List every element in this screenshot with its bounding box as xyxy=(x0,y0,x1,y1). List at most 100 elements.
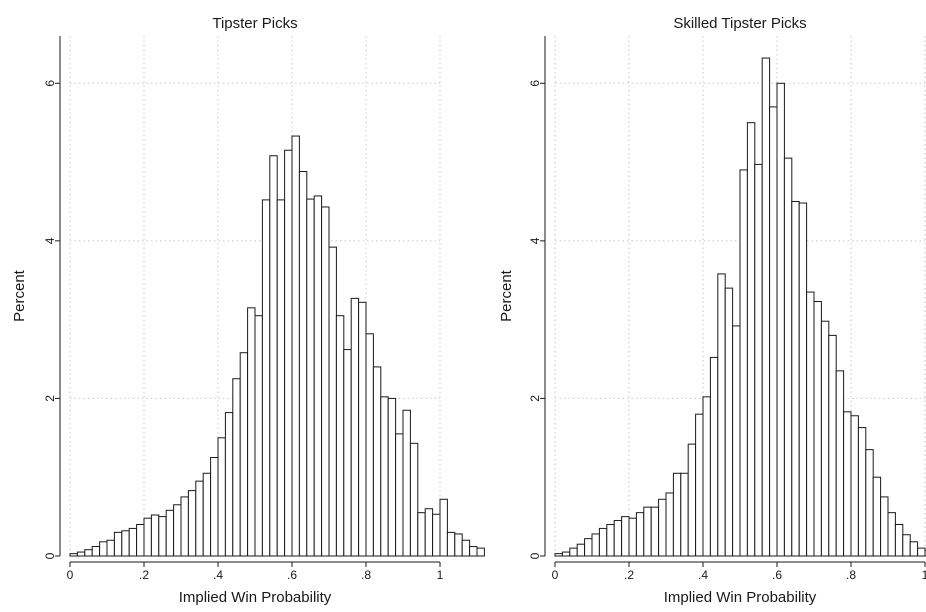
panel1-bar-45 xyxy=(402,409,411,557)
panel2-bar-38 xyxy=(835,370,845,557)
panel1-bar-34 xyxy=(321,206,330,557)
panel1-bar-24 xyxy=(247,307,256,557)
panel2-ytick-label-3: 6 xyxy=(528,80,542,87)
panel1-bar-49 xyxy=(432,513,441,557)
panel2-ytick-label-0: 0 xyxy=(528,552,542,559)
panel2-xtick-label-5: 1 xyxy=(922,568,926,582)
panel1-bar-53 xyxy=(461,539,471,557)
panel2-bar-13 xyxy=(650,506,660,557)
panel2-bar-17 xyxy=(680,472,689,557)
panel2-bar-22 xyxy=(717,273,726,557)
panel1-bar-13 xyxy=(165,509,175,557)
panel2-bar-4 xyxy=(584,538,593,557)
panel1-xtick-label-1: .2 xyxy=(139,568,149,582)
panel2-bar-32 xyxy=(791,200,800,557)
panel1-bar-15 xyxy=(180,496,189,557)
panel2-bar-11 xyxy=(635,512,645,557)
panel1-bar-32 xyxy=(306,198,315,557)
panel2-bar-26 xyxy=(746,122,756,557)
panel2-bar-25 xyxy=(739,169,748,557)
panel2-bar-27 xyxy=(754,163,763,557)
panel2-bar-34 xyxy=(806,291,815,557)
panel2-bar-24 xyxy=(732,325,741,557)
panel1-bar-11 xyxy=(150,514,160,557)
panel2-bar-9 xyxy=(621,516,630,557)
panel2-bar-21 xyxy=(709,356,719,557)
panel1-bar-46 xyxy=(409,442,419,557)
panel1-ytick-label-0: 0 xyxy=(43,552,57,559)
panel2-x-axis-label: Implied Win Probability xyxy=(664,589,817,606)
panel2-bar-47 xyxy=(902,534,911,557)
panel2-bar-29 xyxy=(769,106,778,557)
panel1-bar-22 xyxy=(232,378,241,557)
panel2-bar-40 xyxy=(850,415,859,557)
panel1-bar-26 xyxy=(261,199,271,557)
panel1-bar-40 xyxy=(365,333,374,557)
panel2-xtick-label-2: .4 xyxy=(698,568,708,582)
panel1-xtick-label-5: 1 xyxy=(437,568,444,582)
panel2-bar-46 xyxy=(894,523,904,557)
panel1-bar-31 xyxy=(298,171,308,557)
panel2-bar-3 xyxy=(576,543,586,557)
panel1-bar-16 xyxy=(187,490,197,557)
panel1-bar-9 xyxy=(136,523,145,557)
panel2-ytick-label-2: 4 xyxy=(528,237,542,244)
panel2-bar-39 xyxy=(843,411,852,557)
panel1-bar-4 xyxy=(99,541,108,557)
panel2-bar-7 xyxy=(606,523,615,557)
panel1-bar-48 xyxy=(424,508,434,557)
panel1-bar-28 xyxy=(276,199,286,557)
panel1-bar-7 xyxy=(121,530,130,557)
panel1-xtick-label-2: .4 xyxy=(213,568,223,582)
panel1-bar-44 xyxy=(395,433,404,557)
panel1-bar-55 xyxy=(476,547,485,557)
panel2-bar-14 xyxy=(658,498,667,557)
panel1-bar-0 xyxy=(69,553,78,557)
panel1-bar-42 xyxy=(380,396,389,557)
panel1-bar-47 xyxy=(417,512,426,557)
panel1-bar-41 xyxy=(372,366,382,557)
panel2-bar-19 xyxy=(695,413,704,557)
panel2-bar-31 xyxy=(783,157,793,557)
panel2-bar-15 xyxy=(665,492,674,557)
panel1-bar-12 xyxy=(158,516,167,557)
panel1-bar-27 xyxy=(269,155,278,557)
panel1-bar-30 xyxy=(291,135,300,557)
panel2-bar-28 xyxy=(761,57,771,557)
panel1-bar-2 xyxy=(84,549,93,557)
panel1-bar-39 xyxy=(358,301,367,557)
panel1-bar-33 xyxy=(313,195,323,557)
panel1-bar-54 xyxy=(469,546,478,557)
panel1-bar-5 xyxy=(106,539,115,557)
panel2-xtick-label-3: .6 xyxy=(772,568,782,582)
panel1-ytick-label-3: 6 xyxy=(43,80,57,87)
panel1-bar-29 xyxy=(284,149,293,557)
panel1-bar-36 xyxy=(335,315,345,557)
panel1-bar-6 xyxy=(113,531,123,557)
panel1-bar-51 xyxy=(446,531,456,557)
panel2-xtick-label-1: .2 xyxy=(624,568,634,582)
panel1-bar-52 xyxy=(454,533,463,557)
panel2-bar-35 xyxy=(813,301,822,557)
panel1-bar-8 xyxy=(128,527,138,557)
panel2-bar-8 xyxy=(613,520,623,557)
panel1-bar-20 xyxy=(217,437,226,557)
panel2-bar-44 xyxy=(880,496,889,557)
panel1-bar-19 xyxy=(210,457,219,557)
panel2-bar-37 xyxy=(828,334,837,557)
panel1-bar-43 xyxy=(387,397,397,557)
panel1-bar-17 xyxy=(195,480,204,557)
panel1-bar-14 xyxy=(173,504,182,557)
panel2-bar-20 xyxy=(702,396,711,557)
panel1-xtick-label-3: .6 xyxy=(287,568,297,582)
panel1-bar-38 xyxy=(350,297,360,557)
panel1-ytick-label-1: 2 xyxy=(43,395,57,402)
panel2-bar-16 xyxy=(672,472,682,557)
panel2-title: Skilled Tipster Picks xyxy=(673,15,806,32)
panel2-bar-42 xyxy=(865,449,874,557)
panel1-bar-25 xyxy=(254,315,263,557)
panel1-bar-10 xyxy=(143,517,152,557)
panel2-ytick-label-1: 2 xyxy=(528,395,542,402)
